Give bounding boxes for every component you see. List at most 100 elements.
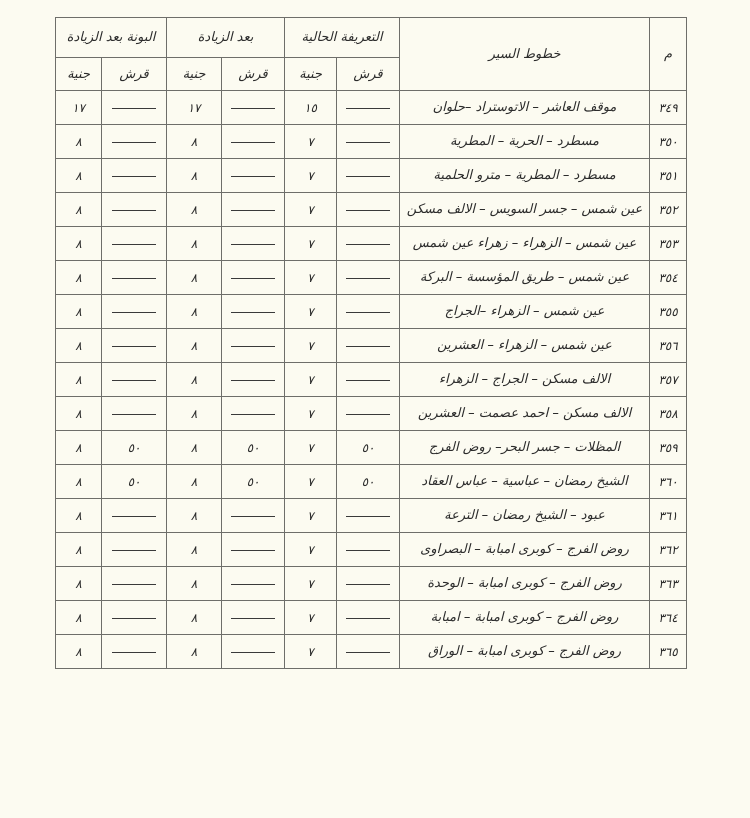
empty-dash — [112, 515, 157, 517]
cell-cur-q — [336, 498, 401, 533]
cell-pass-p: ٨ — [54, 192, 103, 227]
table-row: ٣٥٣ عين شمس – الزهراء – زهراء عين شمس ٧ ٨ ٨ — [54, 226, 688, 261]
table-row: ٣٥٢ عين شمس – جسر السويس – الالف مسكن ٧ ٨ ٨ — [54, 192, 688, 227]
cell-inc-p: ٨ — [166, 226, 223, 261]
header-pass-after-increase: البونة بعد الزيادة — [54, 17, 168, 58]
empty-dash — [231, 277, 276, 279]
cell-inc-q — [221, 532, 286, 567]
cell-cur-p: ٧ — [284, 566, 338, 601]
cell-inc-q — [221, 328, 286, 363]
empty-dash — [346, 141, 391, 143]
cell-cur-p: ٧ — [284, 600, 338, 635]
cell-route: عين شمس – طريق المؤسسة – البركة — [399, 260, 651, 295]
header-pound: جنية — [284, 57, 338, 91]
empty-dash — [112, 311, 157, 313]
cell-route: الالف مسكن – احمد عصمت – العشرين — [399, 396, 651, 431]
cell-cur-p: ٧ — [284, 328, 338, 363]
header-piaster: قرش — [221, 57, 286, 91]
empty-dash — [112, 243, 157, 245]
empty-dash — [346, 583, 391, 585]
empty-dash — [346, 413, 391, 415]
cell-route: عين شمس – الزهراء – العشرين — [399, 328, 651, 363]
cell-pass-q — [101, 192, 168, 227]
empty-dash — [112, 617, 157, 619]
cell-inc-q — [221, 498, 286, 533]
cell-pass-q — [101, 634, 168, 669]
cell-inc-p: ٨ — [166, 260, 223, 295]
empty-dash — [231, 549, 276, 551]
cell-cur-q — [336, 260, 401, 295]
cell-pass-p: ٨ — [54, 294, 103, 329]
cell-cur-q — [336, 532, 401, 567]
cell-cur-q — [336, 396, 401, 431]
cell-inc-q: ٥٠ — [221, 430, 286, 465]
table-row: ٣٥١ مسطرد – المطرية – مترو الحلمية ٧ ٨ ٨ — [54, 158, 688, 193]
cell-pass-p: ١٧ — [54, 90, 103, 125]
empty-dash — [112, 141, 157, 143]
cell-inc-q — [221, 226, 286, 261]
cell-route: عين شمس – الزهراء –الجراج — [399, 294, 651, 329]
empty-dash — [231, 345, 276, 347]
empty-dash — [112, 413, 157, 415]
cell-inc-p: ٨ — [166, 532, 223, 567]
cell-cur-p: ٧ — [284, 464, 338, 499]
cell-pass-q — [101, 124, 168, 159]
cell-cur-q — [336, 294, 401, 329]
cell-cur-p: ٧ — [284, 124, 338, 159]
cell-inc-p: ٨ — [166, 124, 223, 159]
cell-pass-q — [101, 260, 168, 295]
cell-pass-q — [101, 498, 168, 533]
empty-dash — [346, 107, 391, 109]
cell-no: ٣٥٨ — [649, 396, 688, 431]
cell-inc-q: ٥٠ — [221, 464, 286, 499]
empty-dash — [231, 209, 276, 211]
empty-dash — [112, 107, 157, 109]
empty-dash — [346, 175, 391, 177]
cell-cur-p: ٧ — [284, 532, 338, 567]
empty-dash — [346, 243, 391, 245]
cell-cur-p: ٧ — [284, 362, 338, 397]
cell-cur-q — [336, 362, 401, 397]
cell-no: ٣٤٩ — [649, 90, 688, 125]
cell-cur-p: ٧ — [284, 498, 338, 533]
table-row: ٣٥٥ عين شمس – الزهراء –الجراج ٧ ٨ ٨ — [54, 294, 688, 329]
cell-pass-q: ٥٠ — [101, 464, 168, 499]
cell-inc-q — [221, 192, 286, 227]
cell-pass-q — [101, 532, 168, 567]
cell-cur-q — [336, 328, 401, 363]
cell-cur-p: ١٥ — [284, 90, 338, 125]
table-row: ٣٥٦ عين شمس – الزهراء – العشرين ٧ ٨ ٨ — [54, 328, 688, 363]
cell-pass-p: ٨ — [54, 634, 103, 669]
cell-inc-p: ٨ — [166, 396, 223, 431]
cell-no: ٣٥٥ — [649, 294, 688, 329]
cell-inc-p: ٨ — [166, 430, 223, 465]
empty-dash — [346, 209, 391, 211]
cell-no: ٣٦٠ — [649, 464, 688, 499]
cell-cur-p: ٧ — [284, 158, 338, 193]
cell-cur-q — [336, 634, 401, 669]
header-after-increase: بعد الزيادة — [166, 17, 286, 58]
cell-no: ٣٥٦ — [649, 328, 688, 363]
cell-inc-p: ٨ — [166, 600, 223, 635]
cell-cur-q — [336, 158, 401, 193]
table-row: ٣٥٤ عين شمس – طريق المؤسسة – البركة ٧ ٨ ٨ — [54, 260, 688, 295]
cell-cur-p: ٧ — [284, 396, 338, 431]
cell-no: ٣٥٤ — [649, 260, 688, 295]
cell-cur-q: ٥٠ — [336, 464, 401, 499]
table-row: ٣٦٣ روض الفرج – كوبرى امبابة – الوحدة ٧ ٨ ٨ — [54, 566, 688, 601]
cell-route: عبود – الشيخ رمضان – الترعة — [399, 498, 651, 533]
empty-dash — [346, 549, 391, 551]
cell-route: روض الفرج – كوبرى امبابة – امبابة — [399, 600, 651, 635]
header-piaster: قرش — [336, 57, 401, 91]
empty-dash — [346, 651, 391, 653]
cell-route: موقف العاشر – الاتوستراد –حلوان — [399, 90, 651, 125]
cell-cur-q — [336, 90, 401, 125]
header-index: م — [649, 17, 688, 91]
cell-cur-p: ٧ — [284, 226, 338, 261]
table-row: ٣٦٤ روض الفرج – كوبرى امبابة – امبابة ٧ ٨ ٨ — [54, 600, 688, 635]
empty-dash — [231, 107, 276, 109]
cell-pass-q — [101, 328, 168, 363]
cell-inc-p: ٨ — [166, 192, 223, 227]
empty-dash — [112, 379, 157, 381]
cell-pass-p: ٨ — [54, 498, 103, 533]
